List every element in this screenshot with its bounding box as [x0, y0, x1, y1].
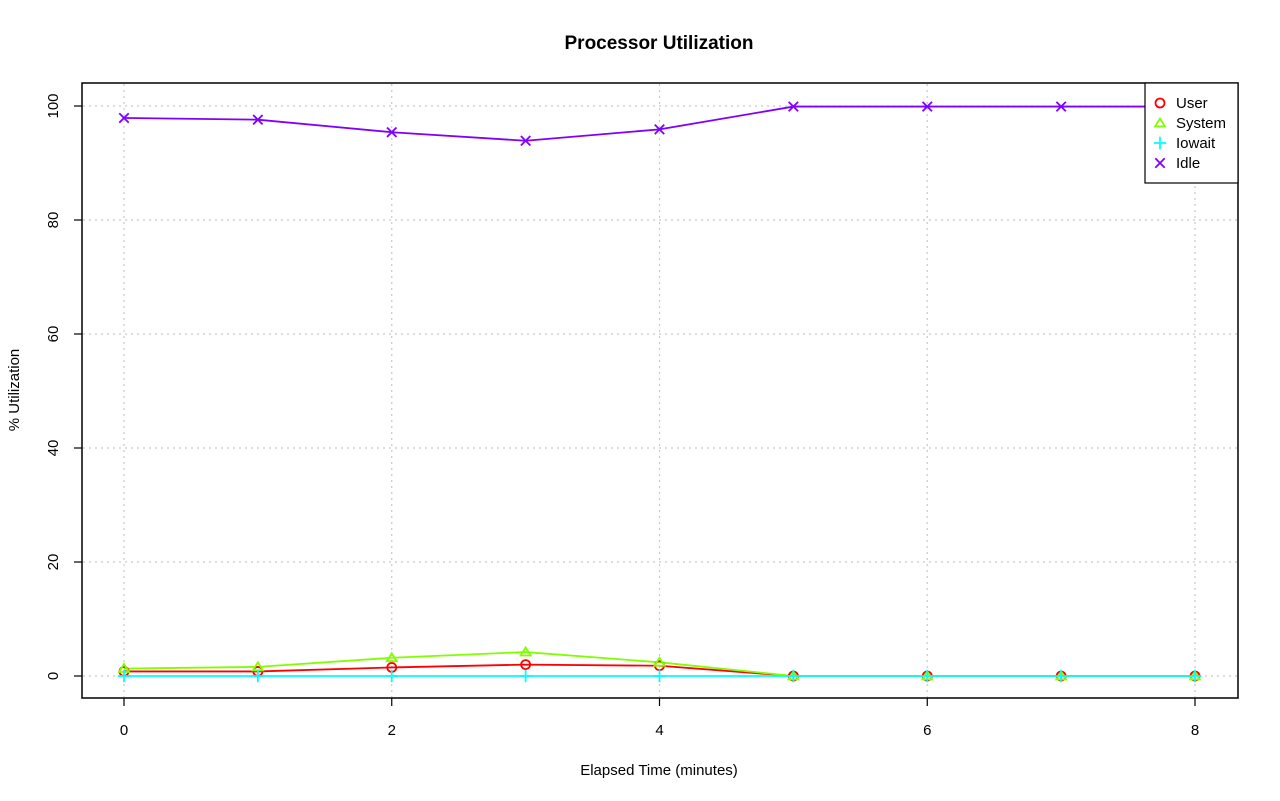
- data-point-iowait: [519, 669, 532, 683]
- data-point-idle: [788, 101, 799, 112]
- x-axis: 0 2 4 6 8: [120, 698, 1199, 739]
- data-point-idle: [654, 124, 665, 135]
- legend-label-idle: Idle: [1176, 155, 1200, 172]
- legend-box: [1144, 82, 1239, 184]
- data-point-iowait: [787, 669, 800, 683]
- y-tick-label: 60: [45, 326, 62, 343]
- legend-label-iowait: Iowait: [1176, 135, 1216, 152]
- data-point-idle: [118, 112, 130, 124]
- legend-key-user: [1154, 97, 1166, 109]
- grid: [83, 84, 1237, 697]
- data-point-iowait: [251, 669, 265, 683]
- x-axis-label: Elapsed Time (minutes): [580, 762, 738, 779]
- y-axis: 0 20 40 60 80 100: [45, 93, 82, 680]
- x-tick-label: 0: [120, 722, 128, 739]
- data-point-user: [520, 659, 532, 670]
- data-point-idle: [252, 114, 264, 126]
- x-tick-label: 6: [923, 722, 931, 739]
- x-tick-label: 2: [388, 722, 396, 739]
- data-point-idle: [921, 101, 933, 112]
- legend-key-iowait: [1153, 136, 1167, 150]
- data-point-idle: [386, 126, 398, 138]
- legend-label-user: User: [1176, 95, 1208, 112]
- legend: User System Iowait Idle: [1144, 82, 1239, 184]
- data-point-system: [652, 656, 667, 667]
- legend-key-idle: [1154, 157, 1166, 169]
- y-tick-label: 0: [45, 672, 62, 680]
- series-line-idle: [123, 105, 1195, 142]
- y-tick-label: 20: [45, 554, 62, 571]
- x-tick-label: 4: [655, 722, 663, 739]
- chart-title: Processor Utilization: [565, 33, 754, 54]
- data-point-system: [519, 645, 533, 657]
- y-tick-label: 80: [45, 212, 62, 229]
- y-axis-label: % Utilization: [6, 349, 23, 432]
- x-tick-label: 8: [1191, 722, 1199, 739]
- data-point-idle: [520, 135, 531, 147]
- data-point-iowait: [1188, 669, 1202, 683]
- data-point-system: [385, 651, 399, 663]
- legend-key-system: [1153, 116, 1167, 128]
- y-tick-label: 100: [45, 93, 62, 118]
- series-points: [117, 101, 1202, 683]
- data-point-iowait: [117, 669, 131, 683]
- data-point-idle: [1055, 101, 1067, 112]
- data-point-iowait: [385, 669, 399, 683]
- data-point-iowait: [1054, 669, 1068, 683]
- y-tick-label: 40: [45, 440, 62, 457]
- legend-label-system: System: [1176, 115, 1226, 132]
- data-point-iowait: [653, 669, 666, 683]
- data-point-iowait: [920, 669, 934, 683]
